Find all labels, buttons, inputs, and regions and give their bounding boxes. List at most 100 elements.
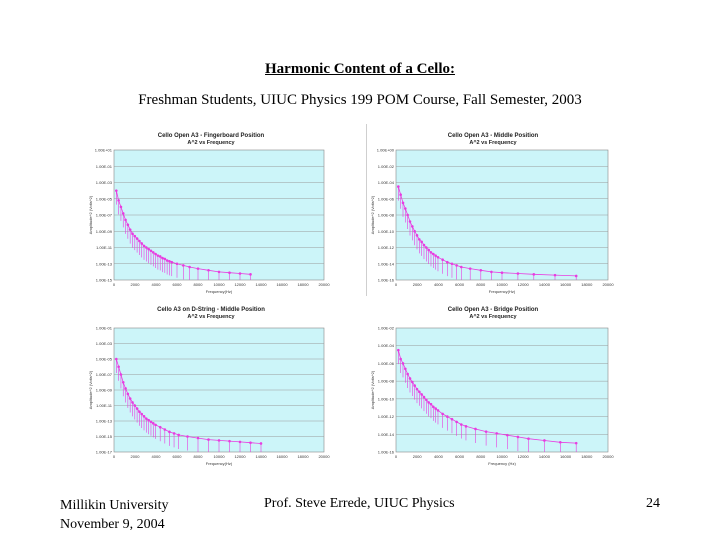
data-point (422, 395, 426, 399)
x-tick-label: 0 (113, 282, 116, 287)
x-tick-label: 18000 (581, 282, 593, 287)
y-tick-label: 1.00E-15 (96, 278, 113, 283)
data-point (207, 438, 210, 441)
data-point (490, 270, 493, 274)
x-tick-label: 8000 (194, 454, 204, 459)
data-point (432, 405, 435, 409)
data-point (196, 267, 200, 270)
data-point (413, 384, 416, 387)
y-tick-label: 1.00E-15 (96, 434, 113, 439)
data-point (422, 243, 426, 247)
y-tick-label: 1.00E-07 (96, 213, 113, 218)
y-tick-label: 1.00E-11 (96, 245, 113, 250)
data-point (151, 422, 155, 425)
chart-subtitle: A^2 vs Frequency (187, 314, 235, 320)
data-point (468, 267, 472, 270)
x-tick-label: 2000 (131, 454, 141, 459)
data-point (238, 272, 242, 275)
data-point (406, 372, 409, 376)
y-tick-label: 1.00E-08 (378, 379, 395, 384)
x-tick-label: 10000 (213, 454, 225, 459)
data-point (188, 265, 191, 269)
y-tick-label: 1.00E-07 (96, 372, 113, 377)
data-point (119, 205, 123, 209)
x-tick-label: 18000 (297, 454, 309, 459)
data-point (163, 428, 167, 431)
y-tick-label: 1.00E-09 (96, 229, 113, 234)
data-point (446, 415, 449, 418)
x-tick-label: 20000 (318, 454, 330, 459)
y-tick-label: 1.00E-16 (378, 278, 395, 283)
data-point (217, 439, 221, 442)
data-point (532, 273, 536, 276)
y-tick-label: 1.00E-14 (378, 261, 395, 266)
footer-date: November 9, 2004 (60, 517, 165, 532)
x-tick-label: 16000 (560, 282, 572, 287)
data-point (399, 357, 402, 361)
data-point (411, 225, 414, 228)
data-point (574, 274, 578, 278)
data-point (228, 439, 231, 443)
data-point (119, 373, 123, 376)
data-point (121, 212, 125, 215)
data-point (249, 273, 252, 276)
plot-area (395, 327, 609, 453)
data-point (259, 442, 263, 445)
y-tick-label: 1.00E-17 (96, 450, 113, 455)
y-tick-label: 1.00E-01 (96, 326, 113, 331)
y-tick-label: 1.00E-11 (96, 403, 113, 408)
data-point (397, 348, 400, 352)
data-point (455, 264, 458, 267)
x-axis-label: Frequency(Hz) (206, 461, 233, 466)
y-tick-label: 1.00E-09 (96, 388, 113, 393)
data-point (434, 254, 437, 257)
data-point (559, 440, 562, 444)
data-point (131, 232, 134, 235)
data-point (147, 247, 150, 251)
y-tick-label: 1.00E+00 (377, 148, 395, 153)
data-point (479, 268, 483, 272)
data-point (140, 412, 144, 416)
y-axis-label: Amplitude^2 (Volts^2) (88, 370, 93, 409)
data-point (450, 262, 454, 266)
y-tick-label: 1.00E-16 (378, 450, 395, 455)
x-tick-label: 6000 (455, 454, 465, 459)
x-tick-label: 10000 (213, 282, 225, 287)
y-tick-label: 1.00E-01 (96, 164, 113, 169)
data-point (138, 239, 141, 243)
data-point (145, 417, 148, 420)
data-point (446, 260, 449, 264)
data-point (158, 425, 162, 429)
data-point (131, 401, 134, 404)
data-point (151, 251, 155, 254)
data-point (441, 412, 444, 416)
data-point (217, 270, 221, 274)
data-point (140, 242, 144, 245)
x-tick-label: 20000 (602, 454, 614, 459)
data-point (527, 437, 530, 441)
x-axis-label: Frequency (Hz) (488, 461, 516, 466)
data-point (411, 380, 414, 384)
x-tick-label: 18000 (581, 454, 593, 459)
data-point (156, 254, 160, 257)
x-tick-label: 16000 (560, 454, 572, 459)
x-tick-label: 4000 (152, 282, 162, 287)
x-tick-label: 12000 (518, 454, 530, 459)
data-point (432, 252, 435, 256)
x-tick-label: 4000 (434, 454, 444, 459)
y-tick-label: 1.00E+01 (95, 148, 113, 153)
y-tick-label: 1.00E-03 (96, 180, 113, 185)
x-tick-label: 0 (395, 454, 398, 459)
data-point (495, 432, 498, 435)
data-point (408, 377, 412, 380)
data-point (154, 423, 157, 427)
x-tick-label: 18000 (297, 282, 309, 287)
data-point (186, 435, 189, 438)
x-tick-label: 12000 (234, 282, 246, 287)
data-point (441, 258, 444, 261)
x-tick-label: 20000 (602, 282, 614, 287)
x-tick-label: 14000 (539, 454, 551, 459)
x-tick-label: 10000 (496, 282, 508, 287)
x-tick-label: 12000 (234, 454, 246, 459)
y-tick-label: 1.00E-12 (378, 414, 395, 419)
